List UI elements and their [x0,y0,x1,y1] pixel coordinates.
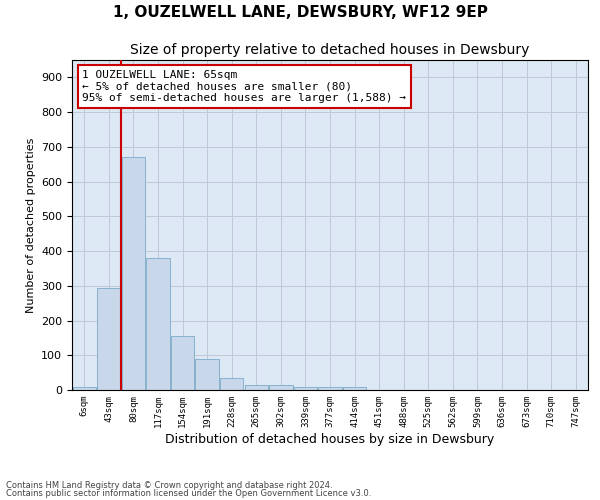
Text: 1 OUZELWELL LANE: 65sqm
← 5% of detached houses are smaller (80)
95% of semi-det: 1 OUZELWELL LANE: 65sqm ← 5% of detached… [82,70,406,103]
Y-axis label: Number of detached properties: Number of detached properties [26,138,35,312]
Bar [196,358,219,390]
Bar [294,386,317,390]
Bar [343,387,366,390]
Bar [97,288,121,390]
Bar [171,336,194,390]
Bar [122,158,145,390]
Text: 1, OUZELWELL LANE, DEWSBURY, WF12 9EP: 1, OUZELWELL LANE, DEWSBURY, WF12 9EP [113,5,487,20]
Bar [245,385,268,390]
X-axis label: Distribution of detached houses by size in Dewsbury: Distribution of detached houses by size … [166,432,494,446]
Text: Contains HM Land Registry data © Crown copyright and database right 2024.: Contains HM Land Registry data © Crown c… [6,480,332,490]
Bar [73,387,96,390]
Title: Size of property relative to detached houses in Dewsbury: Size of property relative to detached ho… [130,44,530,58]
Text: Contains public sector information licensed under the Open Government Licence v3: Contains public sector information licen… [6,489,371,498]
Bar [319,386,341,390]
Bar [220,378,244,390]
Bar [269,386,293,390]
Bar [146,258,170,390]
